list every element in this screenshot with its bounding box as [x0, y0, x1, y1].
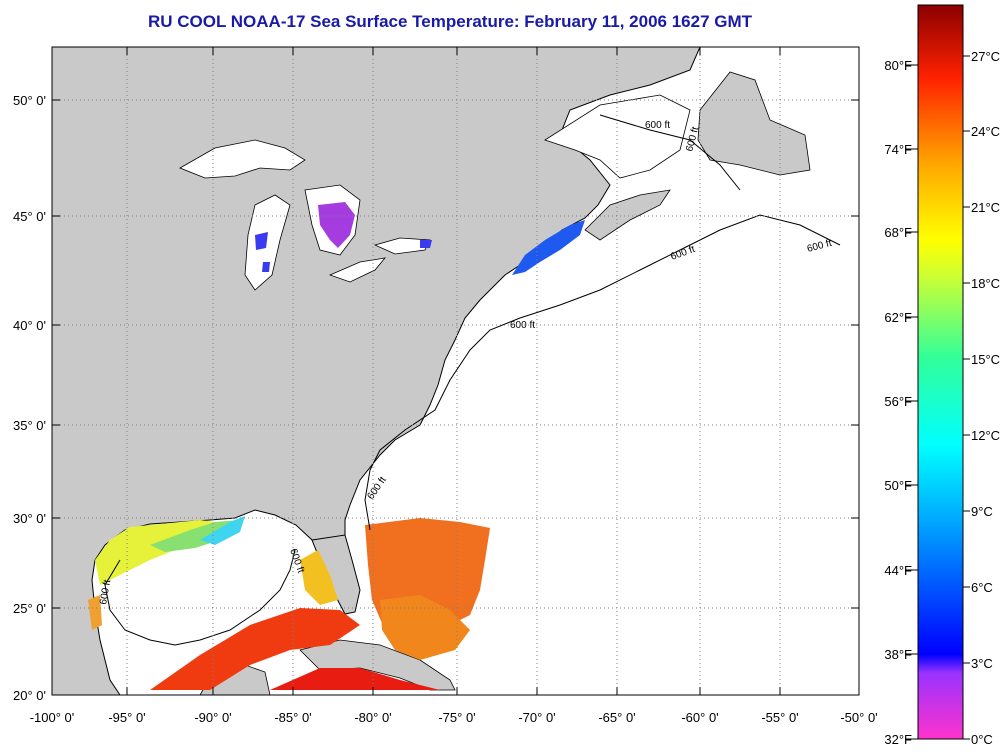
map-frame	[51, 46, 860, 696]
shelf-contour-600ft	[104, 114, 841, 646]
lon-label: -70° 0'	[518, 710, 555, 725]
sst-lake-michigan-blue	[255, 232, 268, 250]
colorbar-label-c: 24°C	[971, 124, 1000, 139]
lat-label: 50° 0'	[13, 93, 46, 108]
colorbar-label-f: 50°F	[884, 478, 912, 493]
contour-label-stlawrence: 600 ft	[645, 120, 670, 131]
lake-michigan	[244, 194, 291, 291]
graticule	[52, 47, 859, 695]
colorbar-label-f: 32°F	[884, 732, 912, 747]
colorbar-label-c: 15°C	[971, 352, 1000, 367]
land-nova-scotia	[584, 189, 671, 241]
sst-lake-michigan-south	[262, 262, 270, 272]
colorbar-label-f: 80°F	[884, 58, 912, 73]
colorbar-label-f: 62°F	[884, 310, 912, 325]
colorbar-label-c: 21°C	[971, 200, 1000, 215]
lake-superior	[179, 139, 306, 179]
longitude-labels: -100° 0' -95° 0' -90° 0' -85° 0' -80° 0' -75°…	[30, 710, 878, 725]
axis-ticks	[51, 47, 860, 696]
colorbar-label-f: 68°F	[884, 225, 912, 240]
lon-label: -50° 0'	[840, 710, 877, 725]
sst-gulf-shelf-green	[150, 520, 240, 552]
lat-label: 45° 0'	[13, 209, 46, 224]
lat-label: 35° 0'	[13, 418, 46, 433]
colorbar	[917, 4, 964, 740]
gulf-st-lawrence	[544, 94, 691, 179]
lon-label: -55° 0'	[761, 710, 798, 725]
lat-label: 30° 0'	[13, 511, 46, 526]
sst-gulf-maine-blue	[512, 220, 585, 275]
lon-label: -65° 0'	[598, 710, 635, 725]
lake-erie	[328, 257, 386, 283]
colorbar-label-f: 44°F	[884, 563, 912, 578]
lon-label: -95° 0'	[108, 710, 145, 725]
colorbar-label-f: 38°F	[884, 647, 912, 662]
colorbar-label-c: 0°C	[971, 732, 993, 747]
colorbar-label-c: 27°C	[971, 49, 1000, 64]
colorbar-label-f: 74°F	[884, 142, 912, 157]
sst-lake-ontario-blue	[420, 240, 432, 248]
sst-lake-huron-purple	[318, 202, 355, 248]
sst-west-florida-shelf	[300, 550, 338, 605]
sst-caribbean-red	[270, 668, 440, 690]
lon-label: -75° 0'	[438, 710, 475, 725]
colorbar-label-c: 12°C	[971, 428, 1000, 443]
lon-label: -90° 0'	[194, 710, 231, 725]
lat-label: 20° 0'	[13, 688, 46, 703]
colorbar-celsius-labels: 27°C 24°C 21°C 18°C 15°C 12°C 9°C 6°C 3°C 0°C	[963, 49, 1000, 747]
lon-label: -100° 0'	[30, 710, 75, 725]
map-title: RU COOL NOAA-17 Sea Surface Temperature:…	[147, 12, 753, 31]
colorbar-label-c: 18°C	[971, 276, 1000, 291]
colorbar-label-c: 3°C	[971, 656, 993, 671]
contour-label-midatlantic: 600 ft	[510, 320, 535, 331]
colorbar-fahrenheit-labels: 80°F 74°F 68°F 62°F 56°F 50°F 44°F 38°F 32°F	[884, 58, 918, 747]
sst-gulf-loop-red	[150, 608, 360, 690]
latitude-labels: 50° 0' 45° 0' 40° 0' 35° 0' 30° 0' 25° 0' 20° …	[13, 93, 46, 703]
colorbar-label-c: 6°C	[971, 580, 993, 595]
sst-bahamas-orange	[380, 595, 470, 660]
colorbar-label-c: 9°C	[971, 504, 993, 519]
lat-label: 25° 0'	[13, 601, 46, 616]
sst-gulf-shelf-cyan	[200, 516, 245, 545]
contour-label-gulf: 600 ft	[98, 579, 113, 606]
lon-label: -85° 0'	[274, 710, 311, 725]
lon-label: -80° 0'	[354, 710, 391, 725]
lat-label: 40° 0'	[13, 318, 46, 333]
lon-label: -60° 0'	[681, 710, 718, 725]
colorbar-label-f: 56°F	[884, 394, 912, 409]
sst-gulf-west-orange	[88, 595, 102, 630]
sst-data-overlay	[88, 202, 585, 690]
